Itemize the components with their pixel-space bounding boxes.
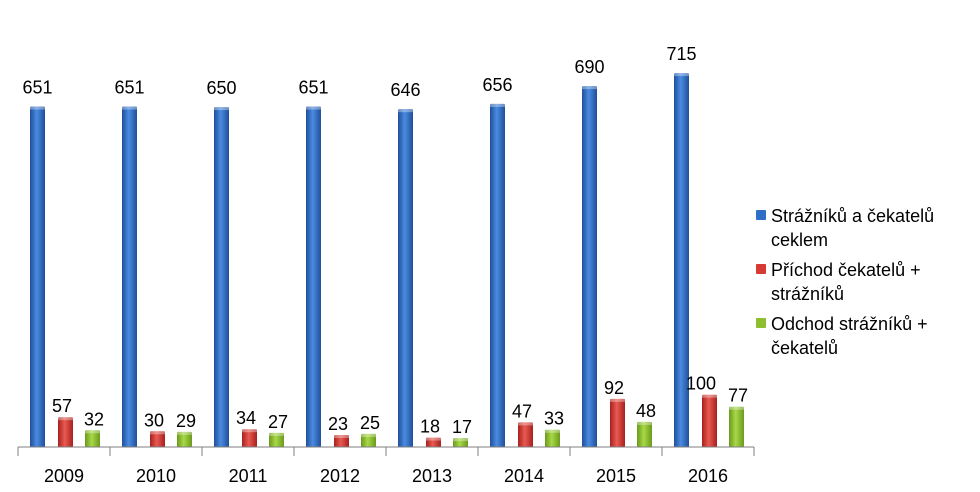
bar-total-2015 bbox=[582, 86, 597, 447]
bar-arrivals-2012 bbox=[334, 434, 349, 447]
bar-total-2013 bbox=[398, 109, 413, 448]
x-tick-label: 2013 bbox=[412, 466, 452, 486]
bar-departures-2011 bbox=[269, 432, 284, 447]
data-label: 57 bbox=[52, 396, 72, 416]
bar-cap bbox=[30, 106, 45, 110]
bar-total-2011 bbox=[214, 107, 229, 447]
data-label: 650 bbox=[206, 78, 236, 98]
bar-departures-2009 bbox=[85, 430, 100, 447]
bar-arrivals-2010 bbox=[150, 431, 165, 447]
data-label: 651 bbox=[298, 78, 328, 98]
bar-departures-2015 bbox=[637, 421, 652, 447]
bar-cap bbox=[426, 437, 441, 441]
data-label: 30 bbox=[144, 410, 164, 430]
bar-cap bbox=[334, 434, 349, 438]
bar-departures-2010 bbox=[177, 431, 192, 447]
legend: Strážníků a čekatelů ceklem Příchod čekat… bbox=[756, 204, 978, 366]
bar-cap bbox=[269, 432, 284, 436]
bar-departures-2012 bbox=[361, 433, 376, 447]
x-tick-label: 2012 bbox=[320, 466, 360, 486]
bar-arrivals-2013 bbox=[426, 437, 441, 447]
data-label: 29 bbox=[176, 411, 196, 431]
bar-cap bbox=[85, 430, 100, 434]
bar-total-2016 bbox=[674, 73, 689, 447]
bar-total-2014 bbox=[490, 103, 505, 447]
data-label: 92 bbox=[604, 378, 624, 398]
bar-cap bbox=[453, 438, 468, 442]
data-label: 646 bbox=[390, 80, 420, 100]
bar-cap bbox=[306, 106, 321, 110]
data-label: 27 bbox=[268, 412, 288, 432]
bar-cap bbox=[610, 398, 625, 402]
data-label: 651 bbox=[22, 78, 52, 98]
legend-swatch bbox=[756, 264, 766, 274]
bar-cap bbox=[518, 422, 533, 426]
bar-cap bbox=[122, 106, 137, 110]
data-label: 47 bbox=[512, 401, 532, 421]
data-label: 77 bbox=[728, 386, 748, 406]
bar-cap bbox=[361, 433, 376, 437]
bar-total-2010 bbox=[122, 106, 137, 448]
bar-departures-2016 bbox=[729, 406, 744, 447]
bar-arrivals-2014 bbox=[518, 422, 533, 447]
bar-cap bbox=[582, 86, 597, 90]
legend-swatch bbox=[756, 318, 766, 328]
data-label: 18 bbox=[420, 417, 440, 437]
bar-cap bbox=[214, 107, 229, 111]
bar-arrivals-2015 bbox=[610, 398, 625, 447]
data-label: 33 bbox=[544, 409, 564, 429]
data-label: 100 bbox=[686, 374, 716, 394]
bar-departures-2014 bbox=[545, 429, 560, 447]
legend-item: Příchod čekatelů + strážníků bbox=[756, 258, 978, 306]
legend-label: Příchod čekatelů + strážníků bbox=[771, 260, 921, 304]
data-label: 23 bbox=[328, 414, 348, 434]
bar-arrivals-2011 bbox=[242, 429, 257, 447]
bar-arrivals-2009 bbox=[58, 417, 73, 447]
bar-cap bbox=[545, 429, 560, 433]
bar-cap bbox=[177, 431, 192, 435]
legend-label: Odchod strážníků + čekatelů bbox=[771, 314, 928, 358]
x-tick-label: 2011 bbox=[229, 466, 268, 486]
x-tick-label: 2009 bbox=[44, 466, 84, 486]
data-label: 25 bbox=[360, 413, 380, 433]
data-label: 690 bbox=[574, 57, 604, 77]
bar-total-2012 bbox=[306, 106, 321, 448]
bar-arrivals-2016 bbox=[702, 394, 717, 447]
data-label: 17 bbox=[452, 417, 472, 437]
bar-cap bbox=[398, 109, 413, 113]
x-tick-label: 2010 bbox=[136, 466, 176, 486]
x-tick-label: 2014 bbox=[504, 466, 544, 486]
legend-swatch bbox=[756, 210, 766, 220]
data-label: 656 bbox=[482, 75, 512, 95]
data-label: 651 bbox=[114, 78, 144, 98]
legend-label: Strážníků a čekatelů ceklem bbox=[771, 206, 935, 250]
data-label: 34 bbox=[236, 408, 256, 428]
data-label: 32 bbox=[84, 409, 104, 429]
bar-cap bbox=[242, 429, 257, 433]
data-label: 715 bbox=[666, 44, 696, 64]
legend-item: Odchod strážníků + čekatelů bbox=[756, 312, 978, 360]
bar-departures-2013 bbox=[453, 438, 468, 447]
bar-cap bbox=[58, 417, 73, 421]
bar-cap bbox=[702, 394, 717, 398]
bar-cap bbox=[729, 406, 744, 410]
x-tick-label: 2016 bbox=[688, 466, 728, 486]
bar-cap bbox=[490, 103, 505, 107]
legend-item: Strážníků a čekatelů ceklem bbox=[756, 204, 978, 252]
bar-total-2009 bbox=[30, 106, 45, 448]
bar-cap bbox=[674, 73, 689, 77]
bar-cap bbox=[150, 431, 165, 435]
x-tick-label: 2015 bbox=[596, 466, 636, 486]
bar-cap bbox=[637, 421, 652, 425]
data-label: 48 bbox=[636, 401, 656, 421]
